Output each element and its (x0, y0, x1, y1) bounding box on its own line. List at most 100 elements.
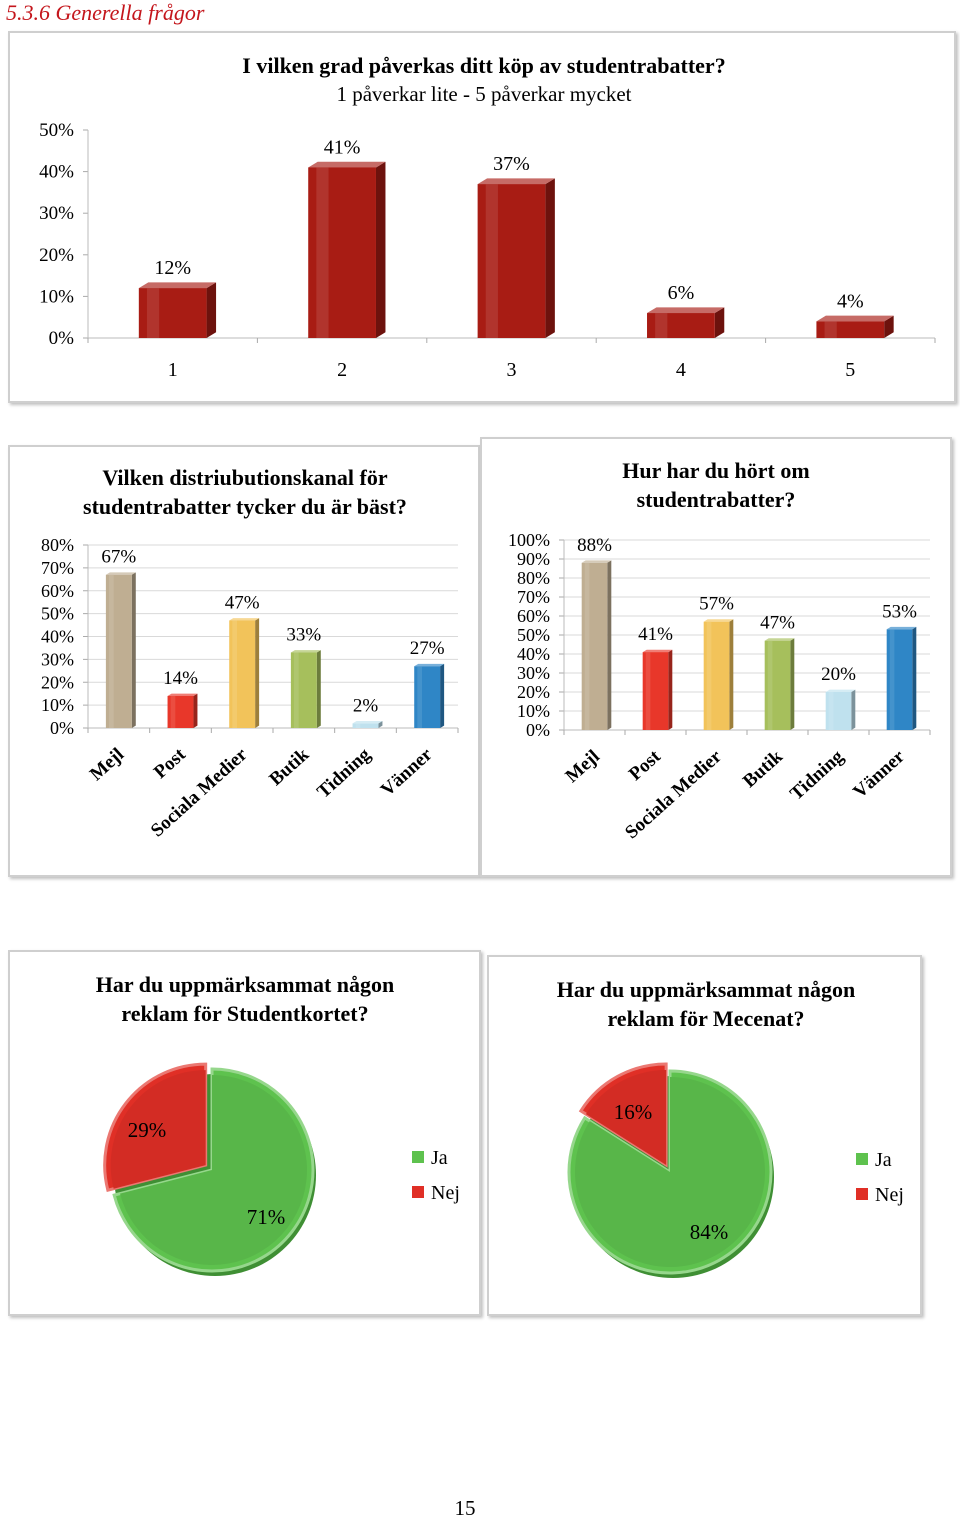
y-tick-label: 80% (41, 535, 74, 555)
purchase-influence-svg: I vilken grad påverkas ditt köp av stude… (39, 53, 936, 381)
bar-top (229, 618, 260, 621)
chart-title-line2: studentrabatter? (637, 487, 796, 512)
y-tick-label: 90% (517, 549, 550, 569)
pie-slice-bevel (110, 1070, 206, 1189)
bar-side (375, 161, 386, 338)
legend-swatch (856, 1188, 868, 1200)
legend-label: Nej (431, 1182, 460, 1204)
chart-title-line2: studentrabatter tycker du är bäst? (83, 494, 407, 519)
bar-highlight (767, 640, 773, 730)
y-tick-label: 10% (39, 286, 74, 307)
chart-subtitle: 1 påverkar lite - 5 påverkar mycket (336, 82, 631, 106)
y-tick-label: 60% (517, 606, 550, 626)
legend-label: Ja (875, 1149, 892, 1171)
legend-label: Nej (875, 1184, 904, 1206)
bar-side (714, 307, 725, 338)
data-label: 20% (821, 664, 856, 685)
data-label: 47% (760, 613, 795, 634)
data-label: 67% (101, 547, 136, 568)
category-label: 2 (337, 359, 347, 381)
bar-side (255, 618, 260, 728)
bar-side (206, 282, 217, 338)
pie-data-label: 71% (247, 1205, 286, 1229)
data-label: 12% (154, 257, 191, 279)
y-tick-label: 40% (517, 644, 550, 664)
bar-side (851, 689, 856, 730)
category-label: Vänner (849, 746, 909, 803)
data-label: 33% (286, 625, 321, 646)
studentkortet-pie-svg: Har du uppmärksammat någon reklam för Stu… (96, 972, 460, 1276)
y-tick-label: 30% (517, 663, 550, 683)
bar-side (884, 315, 894, 338)
bar-top (703, 619, 734, 622)
y-tick-label: 30% (41, 649, 74, 669)
bar-highlight (146, 288, 160, 338)
studentkortet-pie-chart: Har du uppmärksammat någon reklam för Stu… (8, 950, 481, 1316)
y-tick-label: 30% (39, 203, 74, 224)
chart-title-line2: reklam för Studentkortet? (121, 1001, 368, 1026)
y-tick-label: 50% (517, 625, 550, 645)
mecenat-pie-svg: Har du uppmärksammat någon reklam för Mec… (557, 977, 904, 1278)
bar-top (167, 693, 198, 696)
bar-side (131, 572, 136, 728)
category-label: Mejl (86, 744, 128, 785)
bar-highlight (417, 666, 422, 728)
best-channel-svg: Vilken distriubutionskanal för studentrab… (41, 465, 459, 841)
category-label: 4 (676, 359, 686, 381)
category-label: Post (625, 746, 665, 785)
pie-data-label: 16% (614, 1100, 653, 1124)
bar-top (138, 282, 217, 289)
category-label: Mejl (562, 746, 604, 787)
bar-top (642, 649, 673, 653)
chart-title: Vilken distriubutionskanal för (102, 465, 387, 490)
y-tick-label: 50% (41, 604, 74, 624)
legend-label: Ja (431, 1147, 448, 1169)
bar-top (886, 626, 917, 630)
data-label: 14% (163, 668, 198, 689)
category-label: Butik (265, 744, 313, 790)
y-tick-label: 10% (517, 701, 550, 721)
data-label: 41% (324, 136, 361, 158)
data-label: 6% (668, 282, 695, 304)
y-tick-label: 50% (39, 120, 74, 141)
bar-side (729, 619, 734, 730)
best-channel-chart: Vilken distriubutionskanal för studentrab… (8, 445, 480, 877)
y-tick-label: 80% (517, 568, 550, 588)
bar-highlight (170, 695, 176, 728)
bar-highlight (645, 652, 651, 730)
bar-side (193, 693, 198, 728)
pie-data-label: 84% (690, 1220, 729, 1244)
bar-highlight (655, 313, 668, 338)
bar-top (647, 307, 725, 314)
data-label: 37% (493, 153, 530, 175)
y-tick-label: 20% (517, 682, 550, 702)
bar-highlight (316, 167, 329, 338)
bar-top (816, 315, 894, 322)
bar-highlight (824, 321, 837, 338)
bar-highlight (828, 692, 834, 730)
y-tick-label: 70% (41, 558, 74, 578)
y-tick-label: 40% (39, 162, 74, 183)
legend-swatch (412, 1186, 424, 1198)
bar-side (607, 560, 612, 730)
category-label: Tidning (786, 746, 848, 805)
bar-top (581, 560, 612, 563)
chart-title: Har du uppmärksammat någon (96, 972, 395, 997)
category-label: Post (150, 744, 190, 783)
y-tick-label: 70% (517, 587, 550, 607)
bar-highlight (355, 723, 361, 728)
y-tick-label: 10% (41, 695, 74, 715)
data-label: 88% (577, 535, 612, 556)
data-label: 27% (410, 638, 445, 659)
bar-highlight (889, 629, 895, 730)
category-label: 3 (507, 359, 517, 381)
pie-slice-bevel (585, 1069, 667, 1165)
bar-highlight (108, 574, 114, 728)
section-title: 5.3.6 Generella frågor (6, 0, 205, 25)
chart-title: Har du uppmärksammat någon (557, 977, 856, 1002)
bar-top (105, 572, 136, 575)
bar-top (477, 178, 555, 185)
bar-highlight (706, 621, 712, 730)
y-tick-label: 40% (41, 627, 74, 647)
legend-swatch (856, 1153, 868, 1165)
